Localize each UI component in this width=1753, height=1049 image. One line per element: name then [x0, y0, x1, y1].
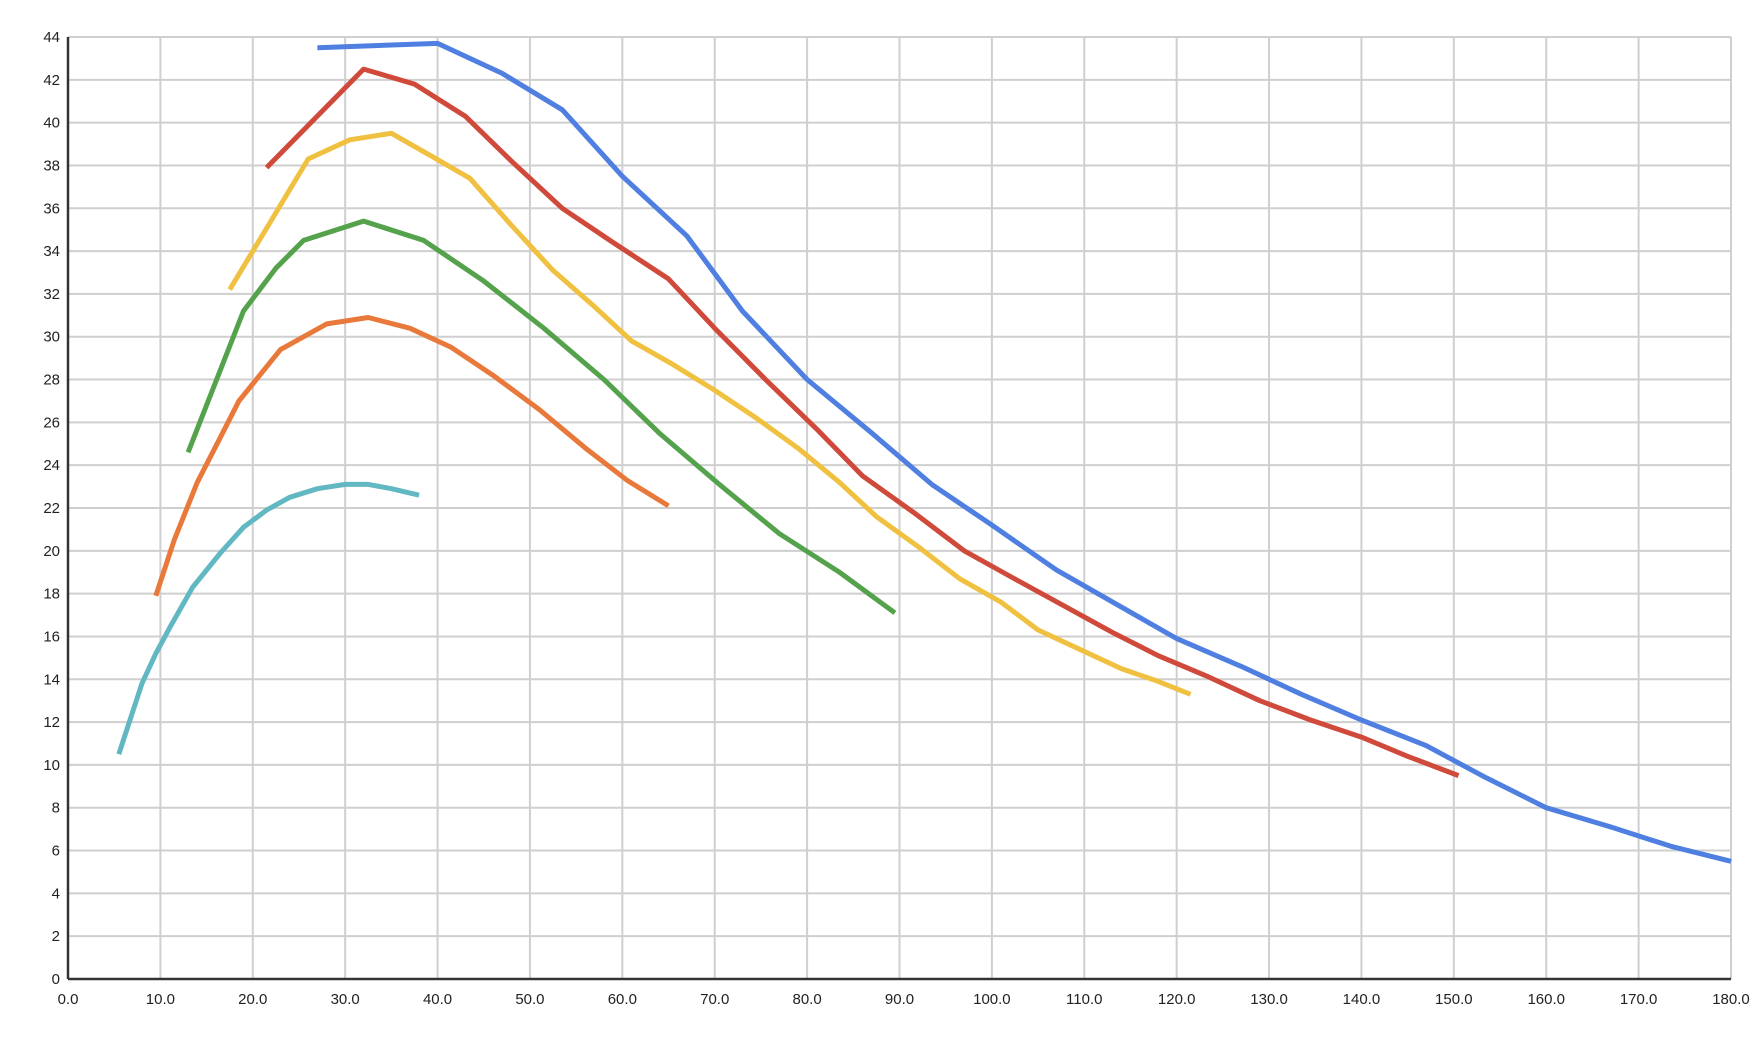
- y-tick-label: 22: [43, 500, 60, 517]
- axes: [66, 37, 1731, 981]
- y-tick-label: 10: [43, 757, 60, 774]
- data-series: [116, 40, 1732, 864]
- x-tick-label: 20.0: [238, 991, 267, 1008]
- x-tick-label: 130.0: [1250, 991, 1288, 1008]
- y-tick-label: 40: [43, 115, 60, 132]
- x-tick-label: 110.0: [1066, 991, 1102, 1008]
- y-tick-label: 28: [43, 372, 60, 389]
- series-line-1: [317, 40, 1732, 864]
- y-tick-label: 0: [52, 971, 60, 988]
- y-tick-label: 36: [43, 200, 60, 217]
- y-tick-label: 24: [43, 457, 60, 474]
- x-tick-label: 10.0: [146, 991, 175, 1008]
- x-tick-label: 150.0: [1435, 991, 1473, 1008]
- y-tick-label: 8: [52, 800, 60, 817]
- gridlines: [68, 36, 1732, 979]
- series-line-5: [153, 315, 670, 597]
- x-tick-label: 0.0: [58, 991, 79, 1008]
- x-tick-label: 70.0: [700, 991, 729, 1008]
- x-tick-label: 100.0: [973, 991, 1011, 1008]
- x-tick-label: 30.0: [331, 991, 360, 1008]
- x-tick-label: 90.0: [885, 991, 914, 1008]
- x-tick-label: 40.0: [423, 991, 452, 1008]
- x-tick-label: 80.0: [793, 991, 822, 1008]
- y-tick-label: 30: [43, 329, 60, 346]
- y-tick-label: 4: [52, 885, 60, 902]
- y-tick-label: 6: [52, 843, 60, 860]
- series-line-6: [116, 481, 420, 755]
- x-tick-label: 180.0: [1712, 991, 1750, 1008]
- y-tick-label: 12: [43, 714, 60, 731]
- y-tick-label: 26: [43, 414, 60, 431]
- y-tick-label: 18: [43, 586, 60, 603]
- y-tick-label: 20: [43, 543, 60, 560]
- y-tick-label: 42: [43, 72, 60, 89]
- x-tick-label: 50.0: [515, 991, 544, 1008]
- x-tick-label: 140.0: [1343, 991, 1381, 1008]
- y-tick-label: 32: [43, 286, 60, 303]
- y-tick-label: 44: [43, 29, 60, 46]
- y-tick-label: 38: [43, 157, 60, 174]
- y-tick-label: 2: [52, 928, 60, 945]
- x-tick-label: 170.0: [1620, 991, 1658, 1008]
- x-tick-label: 120.0: [1158, 991, 1196, 1008]
- y-tick-label: 34: [43, 243, 60, 260]
- series-line-3: [227, 130, 1192, 697]
- x-tick-label: 160.0: [1527, 991, 1565, 1008]
- series-line-2: [264, 66, 1460, 778]
- series-line-4: [185, 218, 897, 615]
- y-axis-tick-labels: 0246810121416182022242628303234363840424…: [43, 29, 60, 988]
- y-tick-label: 14: [43, 671, 60, 688]
- x-axis-tick-labels: 0.0 10.0 20.0 30.0 40.0 50.0 60.0 70.0 80.0 90.0 1…: [58, 991, 1750, 1008]
- x-tick-label: 60.0: [608, 991, 637, 1008]
- y-tick-label: 16: [43, 628, 60, 645]
